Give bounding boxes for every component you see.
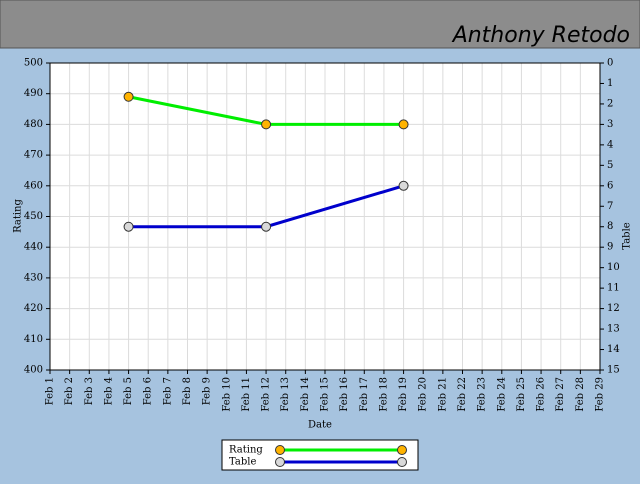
y2-tick-label: 1 bbox=[607, 78, 613, 89]
series-marker bbox=[261, 221, 272, 232]
y2-tick-label: 12 bbox=[607, 303, 620, 314]
x-tick-label: Feb 16 bbox=[339, 377, 350, 412]
series-marker bbox=[398, 180, 409, 191]
x-tick-label: Feb 20 bbox=[418, 377, 429, 412]
x-tick-label: Feb 5 bbox=[123, 377, 134, 405]
y-tick-label: 410 bbox=[24, 334, 43, 345]
header-bar bbox=[0, 0, 640, 49]
x-tick-label: Feb 2 bbox=[64, 377, 75, 405]
y-tick-label: 500 bbox=[24, 58, 43, 69]
y-axis-label: Rating bbox=[13, 199, 24, 233]
y2-tick-label: 5 bbox=[607, 160, 613, 171]
legend-marker bbox=[275, 445, 285, 455]
x-tick-label: Feb 17 bbox=[359, 377, 370, 412]
y2-tick-label: 9 bbox=[607, 242, 613, 253]
legend bbox=[221, 439, 419, 471]
x-tick-label: Feb 9 bbox=[202, 377, 213, 405]
y-tick-label: 400 bbox=[24, 365, 43, 376]
y-tick-label: 430 bbox=[24, 272, 43, 283]
legend-marker bbox=[397, 445, 407, 455]
x-tick-label: Feb 11 bbox=[241, 377, 252, 412]
x-tick-label: Feb 23 bbox=[477, 377, 488, 412]
x-tick-label: Feb 21 bbox=[437, 377, 448, 412]
x-tick-label: Feb 4 bbox=[103, 377, 114, 405]
y-tick-label: 440 bbox=[24, 242, 43, 253]
x-tick-label: Feb 29 bbox=[595, 377, 606, 412]
y2-tick-label: 6 bbox=[607, 180, 613, 191]
series-marker bbox=[261, 119, 272, 130]
header-title: Anthony Retodo bbox=[451, 23, 630, 48]
x-tick-label: Feb 25 bbox=[516, 377, 527, 412]
y2-tick-label: 14 bbox=[607, 344, 620, 355]
y-tick-label: 420 bbox=[24, 303, 43, 314]
y-tick-label: 470 bbox=[24, 150, 43, 161]
x-tick-label: Feb 15 bbox=[320, 377, 331, 412]
y2-tick-label: 15 bbox=[607, 365, 620, 376]
plot-frame bbox=[49, 62, 601, 371]
y2-tick-label: 8 bbox=[607, 221, 613, 232]
y2-tick-label: 0 bbox=[607, 58, 613, 69]
y-tick-label: 480 bbox=[24, 119, 43, 130]
y2-tick-label: 10 bbox=[607, 262, 620, 273]
y2-axis-label: Table bbox=[622, 222, 633, 249]
x-tick-label: Feb 19 bbox=[398, 377, 409, 412]
y2-tick-label: 7 bbox=[607, 201, 613, 212]
x-tick-label: Feb 13 bbox=[280, 377, 291, 412]
x-tick-label: Feb 28 bbox=[575, 377, 586, 412]
y-tick-label: 490 bbox=[24, 88, 43, 99]
series-marker bbox=[123, 221, 134, 232]
y-tick-label: 460 bbox=[24, 180, 43, 191]
y2-tick-label: 2 bbox=[607, 98, 613, 109]
series-marker bbox=[398, 119, 409, 130]
legend-label: Rating bbox=[229, 445, 263, 456]
x-axis-label: Date bbox=[308, 420, 332, 431]
x-tick-label: Feb 7 bbox=[162, 377, 173, 405]
legend-label: Table bbox=[229, 457, 256, 468]
x-tick-label: Feb 12 bbox=[261, 377, 272, 412]
y2-tick-label: 4 bbox=[607, 139, 613, 150]
x-tick-label: Feb 6 bbox=[143, 377, 154, 405]
y2-tick-label: 3 bbox=[607, 119, 613, 130]
legend-marker bbox=[275, 457, 285, 467]
x-tick-label: Feb 10 bbox=[221, 377, 232, 412]
x-tick-label: Feb 3 bbox=[84, 377, 95, 405]
x-tick-label: Feb 24 bbox=[496, 377, 507, 412]
x-tick-label: Feb 18 bbox=[378, 377, 389, 412]
x-tick-label: Feb 14 bbox=[300, 377, 311, 412]
x-tick-label: Feb 26 bbox=[536, 377, 547, 412]
y-tick-label: 450 bbox=[24, 211, 43, 222]
series-marker bbox=[123, 91, 134, 102]
x-tick-label: Feb 27 bbox=[555, 377, 566, 412]
legend-marker bbox=[397, 457, 407, 467]
x-tick-label: Feb 1 bbox=[45, 377, 56, 405]
x-tick-label: Feb 8 bbox=[182, 377, 193, 405]
y2-tick-label: 13 bbox=[607, 324, 620, 335]
x-tick-label: Feb 22 bbox=[457, 377, 468, 412]
y2-tick-label: 11 bbox=[607, 283, 620, 294]
